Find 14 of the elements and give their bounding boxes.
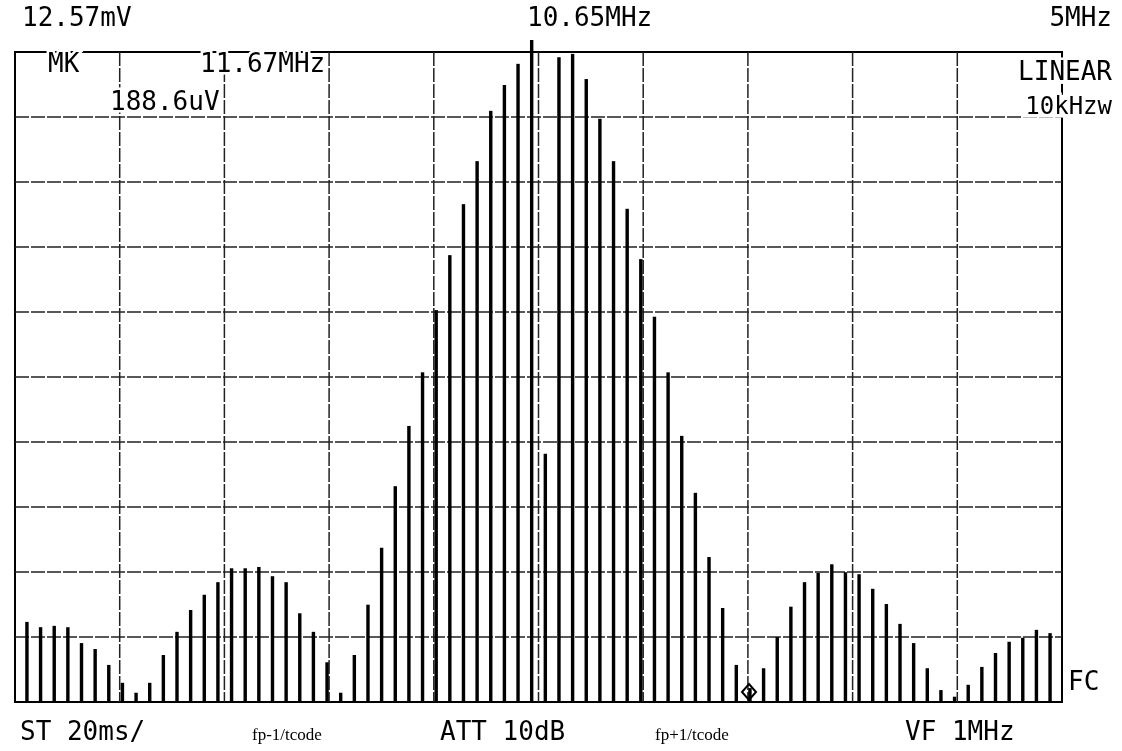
annotation: MK [48,48,80,78]
annotation: LINEAR [1018,56,1113,86]
text: VF 1MHz [905,716,1015,746]
text: ST 20ms/ [20,716,146,746]
annotation: 188.6uV [110,86,220,116]
text: 12.57mV [22,2,132,32]
annotation: 10kHzw [1025,92,1113,120]
text: ATT 10dB [440,716,566,746]
text: fp+1/tcode [655,725,729,744]
text: 5MHz [1049,2,1112,32]
text: FC [1068,666,1100,696]
annotation: 11.67MHz [200,48,326,78]
text: fp-1/tcode [252,725,322,744]
text: 10.65MHz [527,2,653,32]
